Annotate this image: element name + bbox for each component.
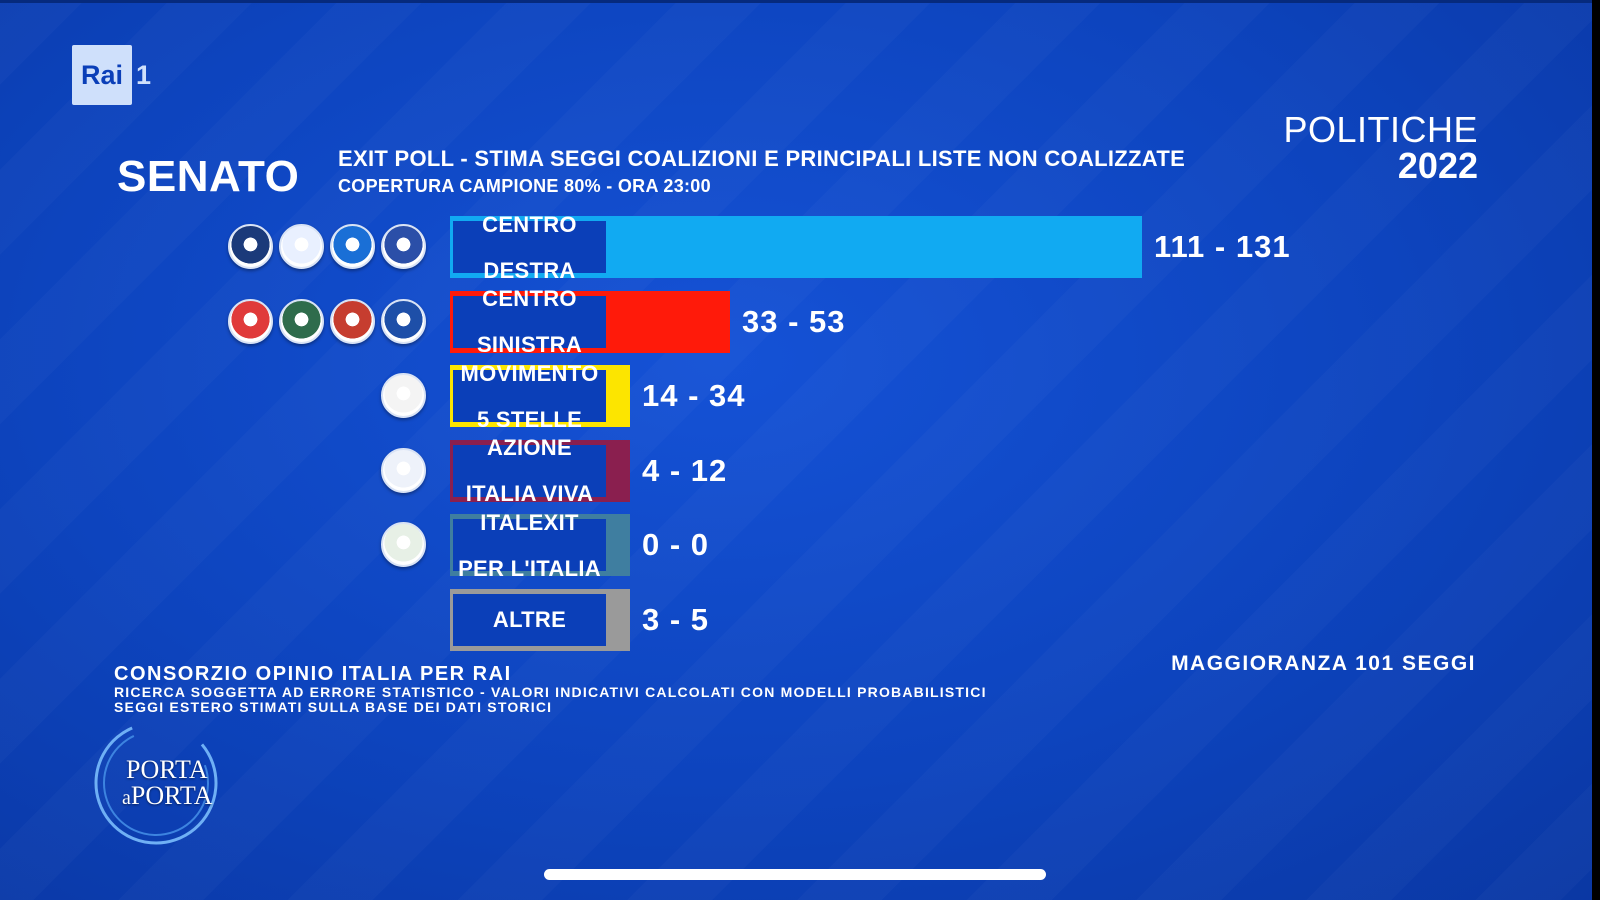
seat-range-label: 33 - 53: [741, 303, 846, 339]
right-edge: [1592, 0, 1600, 900]
subheadline: COPERTURA CAMPIONE 80% - ORA 23:00: [338, 176, 711, 196]
party-symbol-icon: [279, 224, 324, 269]
program-logo-line-3: PORTA: [130, 781, 213, 810]
program-logo-line-2: a: [122, 787, 131, 809]
category-label: ITALEXIT PER L'ITALIA: [450, 511, 609, 580]
seat-range-label: 111 - 131: [1154, 229, 1291, 264]
headline: EXIT POLL - STIMA SEGGI COALIZIONI E PRI…: [338, 146, 1186, 171]
rai-logo-box: Rai: [72, 45, 132, 105]
chart-row: CENTRO SINISTRA 33 - 53: [0, 287, 1600, 356]
chart-row: AZIONE ITALIA VIVA 4 - 12: [0, 436, 1600, 505]
category-label-line: CENTRO: [482, 286, 577, 311]
channel-logo: Rai 1: [72, 45, 151, 105]
party-symbol-icon: [330, 298, 375, 344]
party-symbol-icon: [381, 522, 426, 567]
party-symbol-icon: [381, 447, 426, 493]
porta-a-porta-logo-icon: [94, 721, 218, 845]
chart-row: ALTRE 3 - 5: [0, 588, 1600, 651]
seat-range-label: 0 - 0: [642, 527, 710, 562]
party-symbol-icon: [279, 298, 324, 344]
category-label-line: ITALEXIT: [480, 509, 579, 535]
category-label-line: ITALIA VIVA: [465, 481, 594, 506]
party-symbol-icon: [330, 224, 375, 269]
seat-range-label: 14 - 34: [642, 378, 746, 413]
program-logo-line-1: PORTA: [126, 755, 208, 784]
event-title: POLITICHE: [1283, 109, 1478, 150]
party-logos: [228, 224, 426, 269]
home-indicator[interactable]: [544, 869, 1046, 880]
party-symbol-icon: [228, 224, 273, 269]
top-edge: [0, 0, 1600, 3]
party-symbol-icon: [228, 298, 273, 344]
party-symbol-icon: [381, 373, 426, 418]
chart-row: ITALEXIT PER L'ITALIA 0 - 0: [0, 511, 1600, 580]
party-logos: [381, 373, 426, 418]
category-label: MOVIMENTO 5 STELLE: [450, 362, 609, 431]
category-label-line: DESTRA: [483, 257, 576, 283]
category-label: CENTRO DESTRA: [450, 213, 609, 282]
event-year: 2022: [1397, 145, 1478, 186]
category-label: CENTRO SINISTRA: [450, 287, 609, 356]
party-symbol-icon: [381, 298, 426, 344]
category-label-line: SINISTRA: [476, 332, 583, 357]
chart-row: MOVIMENTO 5 STELLE 14 - 34: [0, 362, 1600, 431]
category-label-line: 5 STELLE: [476, 406, 583, 432]
seat-range-label: 4 - 12: [642, 452, 728, 488]
seat-range-label: 3 - 5: [642, 601, 710, 637]
majority-label: MAGGIORANZA 101 SEGGI: [1171, 652, 1476, 675]
category-label-line: CENTRO: [482, 211, 577, 237]
category-label-line: ALTRE: [492, 607, 567, 632]
party-logos: [228, 298, 426, 344]
category-label-line: PER L'ITALIA: [458, 555, 601, 581]
category-label: AZIONE ITALIA VIVA: [450, 436, 609, 505]
program-logo-text: PORTA a PORTA: [122, 757, 212, 811]
source-label: CONSORZIO OPINIO ITALIA PER RAI: [114, 663, 512, 685]
party-symbol-icon: [381, 224, 426, 269]
chamber-title: SENATO: [117, 152, 300, 201]
category-label-line: MOVIMENTO: [460, 360, 599, 386]
chart-row: CENTRO DESTRA 111 - 131: [0, 213, 1600, 282]
foreign-seats-note: SEGGI ESTERO STIMATI SULLA BASE DEI DATI…: [114, 699, 553, 715]
party-logos: [381, 522, 426, 567]
channel-number: 1: [136, 59, 152, 90]
statistical-note: RICERCA SOGGETTA AD ERRORE STATISTICO - …: [114, 684, 987, 700]
category-label: ALTRE: [450, 590, 609, 649]
category-label-line: AZIONE: [487, 435, 572, 460]
party-logos: [381, 447, 426, 493]
